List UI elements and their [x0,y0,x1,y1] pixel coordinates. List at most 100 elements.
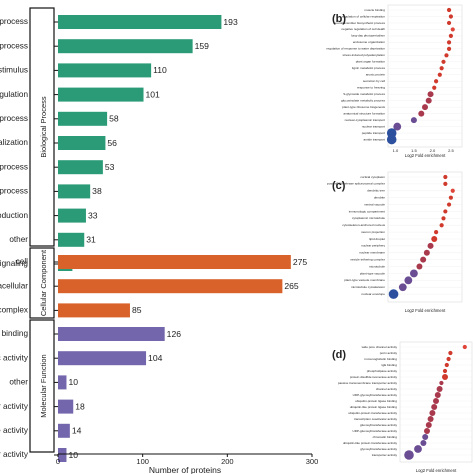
data-point [450,27,455,32]
data-point [386,134,397,145]
term-label: long-day photoperiodism [351,34,385,38]
data-point [434,392,441,398]
data-label: 85 [132,305,142,315]
term-label: cortical cytoplasm [360,175,385,179]
data-point [425,422,432,428]
term-label: anoxic protein [366,73,386,77]
term-label: UDP-glycosyltransferase activity [353,393,398,397]
category-label: tabolic process [0,41,28,50]
bar [58,399,74,414]
term-label: ubiquitin-protein transferase activity [348,411,397,415]
scatter-panel-b: (b) muscle binding regulation of cellular … [327,4,463,158]
data-point [434,230,439,235]
data-label: 275 [293,257,308,267]
term-label: lignin metabolic process [352,66,385,70]
data-point [424,428,430,434]
bar [58,111,108,126]
bar [58,136,106,150]
category-label: gical regulation [0,90,28,99]
term-label: nuclear-cytoplasmic transport [345,118,386,122]
bar [58,160,103,175]
bar [58,279,283,294]
term-label: ubiquitin-like protein ligase binding [350,405,398,409]
category-label: nse to stimulus [0,66,28,75]
data-label: 10 [68,450,78,460]
term-label: microtubule cytoskeleton [351,285,385,289]
bar [58,232,85,247]
bar [58,87,144,102]
term-label: endosome organization [353,40,385,44]
data-point [437,72,442,77]
group-label: Molecular Function [39,354,48,417]
bar [58,303,130,318]
data-point [446,46,452,51]
data-point [442,374,448,380]
term-label: neurotransmitter biosynthetic process [334,21,386,25]
category-label: ellular process [0,17,28,26]
scatter-panel-d: (d) wide pore channel activity porin activ… [332,341,473,473]
data-point [439,380,444,386]
data-label: 33 [88,210,98,220]
data-label: 58 [109,114,119,124]
data-point [439,66,444,71]
data-label: 104 [148,353,163,363]
data-point [448,195,453,200]
group-label: Biological Process [39,96,48,158]
data-point [442,368,448,374]
data-point [443,209,448,214]
bar [58,423,70,438]
bar [58,208,86,223]
data-label: 101 [146,89,161,99]
term-label: glucosyltransferase activity [360,423,397,427]
data-point [441,59,446,64]
data-point [427,416,434,422]
data-point [431,404,438,410]
bar [58,448,67,462]
x-tick-label: 2.0 [430,148,436,153]
term-label: neuron projection [361,230,385,234]
data-point [418,110,425,117]
term-label: UDP-glucosyltransferase activity [352,429,397,433]
category-label: egulator activity [0,450,29,459]
term-label: nuclear periphery [361,244,385,248]
data-point [441,216,446,221]
term-label: nuclear transport [362,124,385,128]
term-label: transporter activity [372,453,398,457]
data-point [410,117,417,124]
term-label: regulation of cellular respiration [342,14,385,18]
data-point [431,236,438,242]
data-label: 193 [223,17,238,27]
data-point [432,85,437,90]
category-label: reproduction [0,211,28,220]
term-label: cytoskeleton-anchored nucleus [342,223,385,227]
x-axis-title: Log2 Fold enrichment [405,308,446,313]
data-point [404,450,414,460]
category-label: localization [0,138,28,147]
data-point [422,104,428,111]
data-point [450,188,455,193]
term-label: post-mRNA release spliceosomal complex [327,182,385,186]
term-label: vesicle tethering complex [350,257,385,261]
data-point [429,410,436,416]
term-label: immunoglobulin binding [364,357,397,361]
term-label: microtubule [369,264,385,268]
category-label: nsporter activity [0,402,29,411]
term-label: IgE binding [382,363,398,367]
category-label: other [9,235,28,244]
term-label: transcription coactivator activity [354,417,397,421]
term-label: S-glycoside metabolic process [343,92,385,96]
data-label: 38 [92,186,102,196]
bar [58,184,91,199]
term-label: cytoplasmic microtubule [352,216,385,220]
data-point [388,289,399,299]
bar-chart-panel-a: Biological Process ellular process 193 tabo… [0,7,318,474]
term-label: secretion by cell [363,79,385,83]
term-label: stress-induced polyadenylation [343,53,386,57]
term-label: glycosyltransferase activity [360,447,397,451]
data-point [423,249,430,256]
term-label: peptide transport [362,131,385,135]
term-label: ubiquitin-protein ligase binding [355,399,397,403]
data-point [420,256,427,263]
bar [58,255,291,269]
